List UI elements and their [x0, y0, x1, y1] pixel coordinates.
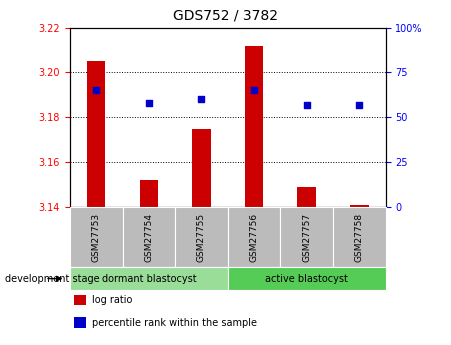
Point [356, 102, 363, 108]
Point [92, 88, 100, 93]
Bar [350, 205, 368, 207]
Text: GSM27754: GSM27754 [144, 213, 153, 262]
Point [303, 102, 310, 108]
Text: percentile rank within the sample: percentile rank within the sample [92, 318, 258, 327]
Text: GSM27755: GSM27755 [197, 213, 206, 262]
Text: development stage: development stage [5, 274, 99, 284]
Point [250, 88, 258, 93]
Text: log ratio: log ratio [92, 295, 133, 305]
Text: GSM27758: GSM27758 [355, 213, 364, 262]
Point [198, 97, 205, 102]
Bar [192, 129, 211, 207]
Bar [87, 61, 106, 207]
Text: GSM27756: GSM27756 [249, 213, 258, 262]
Text: GSM27757: GSM27757 [302, 213, 311, 262]
Text: active blastocyst: active blastocyst [265, 274, 348, 284]
Text: GSM27753: GSM27753 [92, 213, 101, 262]
Text: GDS752 / 3782: GDS752 / 3782 [173, 9, 278, 23]
Bar [298, 187, 316, 207]
Bar [245, 46, 263, 207]
Text: dormant blastocyst: dormant blastocyst [101, 274, 196, 284]
Point [145, 100, 152, 106]
Bar [140, 180, 158, 207]
